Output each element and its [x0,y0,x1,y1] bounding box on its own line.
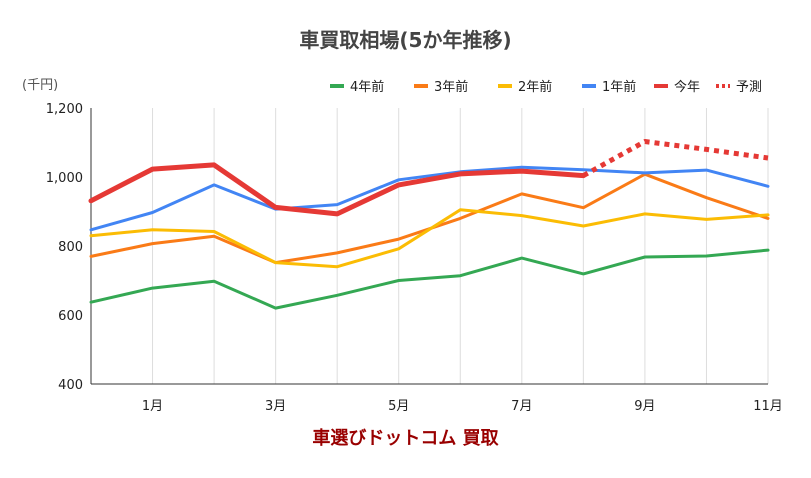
y-tick-label-800: 800 [58,240,83,255]
series-line-4 [88,162,586,217]
x-tick-label-7: 7月 [511,399,532,414]
x-tick-label-5: 5月 [388,399,409,414]
series-line-1 [89,172,770,265]
legend-label-4: 今年 [674,79,700,95]
series-line-2 [89,208,770,269]
y-unit-label: (千円) [22,78,59,93]
x-tick-label-3: 3月 [265,399,286,414]
x-tick-label-9: 9月 [634,399,655,414]
legend-label-3: 1年前 [602,79,636,95]
x-tick-label-11: 11月 [753,399,783,414]
series-line-3 [89,165,770,232]
legend-label-1: 3年前 [434,79,468,95]
y-tick-label-1000: 1,000 [46,171,83,186]
x-tick-label-1: 1月 [142,399,163,414]
chart-title: 車買取相場(5か年推移) [299,28,512,52]
legend-label-5: 予測 [736,80,762,95]
series-line-0 [89,248,770,310]
y-tick-label-400: 400 [58,378,83,393]
legend-label-0: 4年前 [350,79,384,95]
y-tick-label-600: 600 [58,309,83,324]
y-tick-label-1200: 1,200 [46,102,83,117]
series-line-5 [582,139,769,178]
legend-label-2: 2年前 [518,79,552,95]
chart-footer: 車選びドットコム 買取 [312,428,499,449]
